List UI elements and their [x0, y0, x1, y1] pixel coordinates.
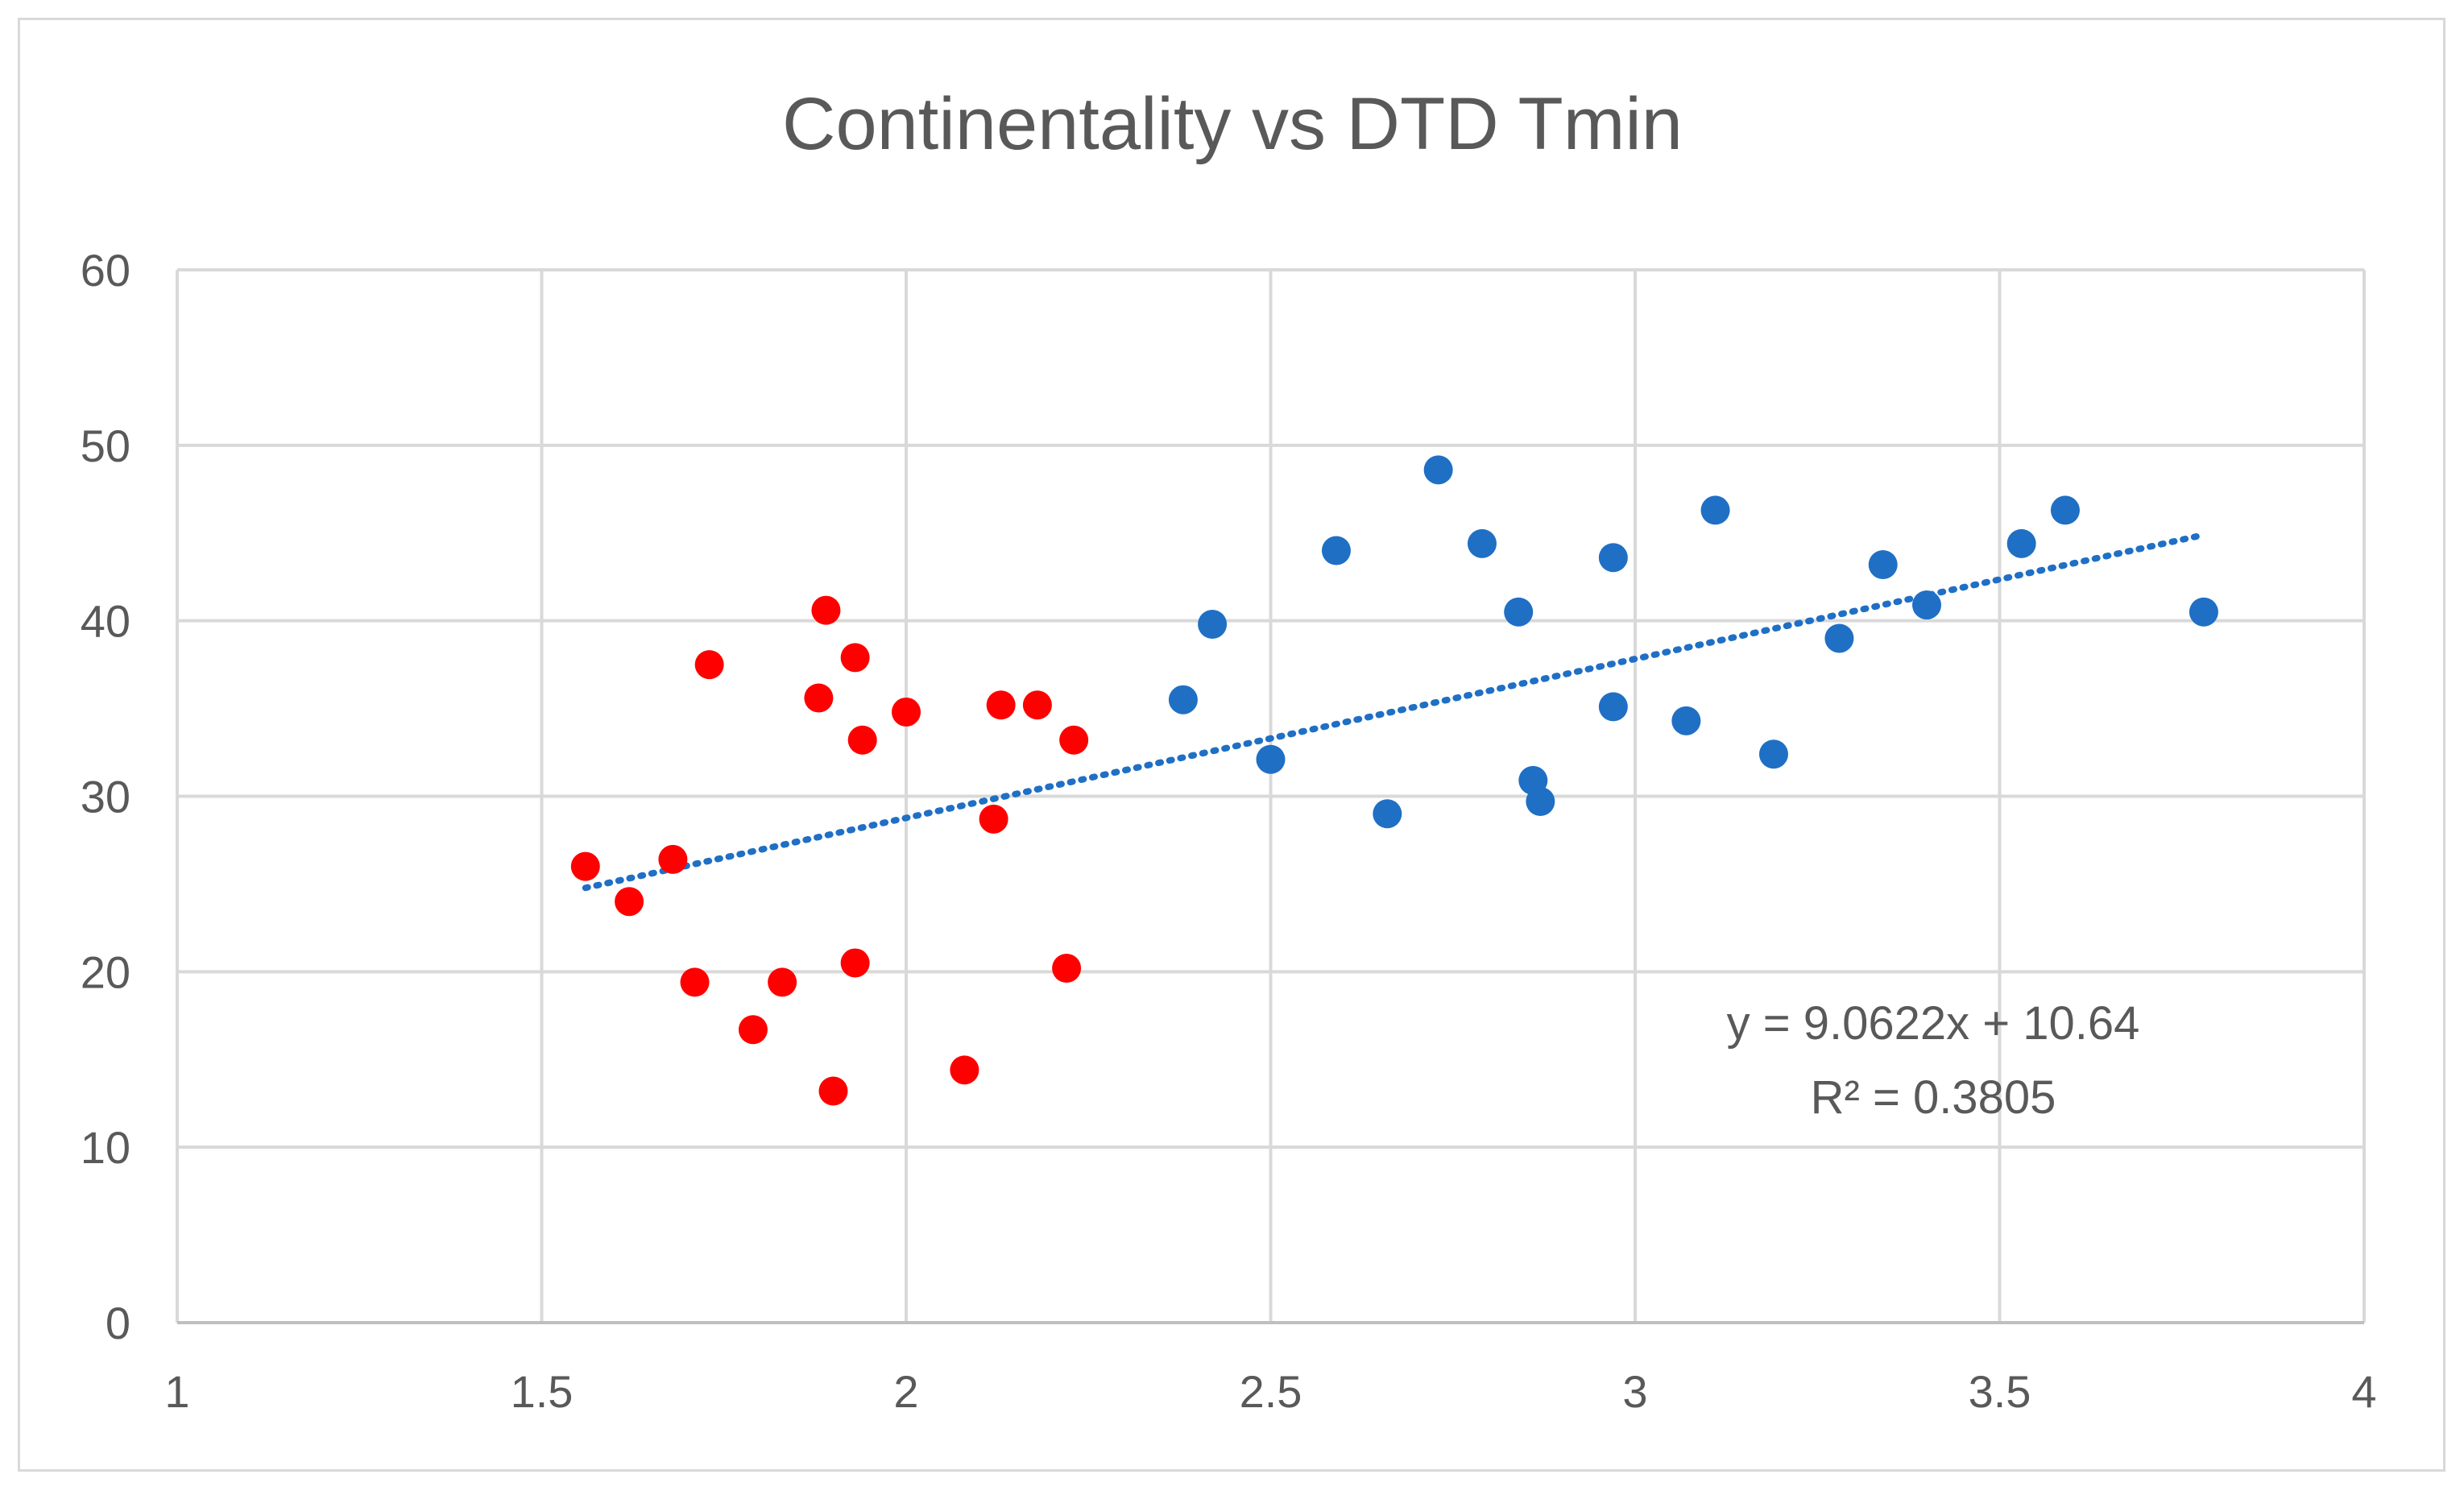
data-point [1504, 597, 1534, 627]
data-point [1321, 536, 1351, 565]
data-point [804, 683, 834, 713]
x-tick-label: 3 [1622, 1366, 1647, 1417]
y-tick-label: 50 [81, 420, 130, 471]
x-tick-label: 1 [164, 1366, 189, 1417]
y-tick-label: 60 [81, 245, 130, 296]
data-point [818, 1076, 848, 1106]
data-point [979, 804, 1008, 834]
trendline-layer [582, 532, 2207, 892]
data-point [1373, 799, 1402, 829]
data-point [840, 948, 870, 978]
y-tick-label: 30 [81, 772, 130, 822]
y-tick-label: 0 [106, 1298, 130, 1348]
data-point [950, 1055, 979, 1085]
data-point [1671, 706, 1701, 735]
data-point [1598, 692, 1628, 722]
data-point [1059, 725, 1089, 755]
chart-area [18, 18, 2445, 1472]
y-tick-label: 20 [81, 946, 130, 997]
data-point [840, 643, 870, 673]
data-point [1598, 543, 1628, 573]
x-tick-label: 2.5 [1240, 1366, 1302, 1417]
data-point [1467, 528, 1497, 558]
data-point [570, 851, 600, 881]
data-point [1168, 685, 1198, 714]
y-tick-label: 40 [81, 596, 130, 647]
x-tick-label: 4 [2351, 1366, 2376, 1417]
data-point [2006, 528, 2036, 558]
trendline [582, 532, 2207, 892]
data-point [811, 595, 841, 625]
x-tick-label: 1.5 [511, 1366, 574, 1417]
data-point [986, 690, 1016, 720]
data-point [615, 887, 644, 917]
data-point [768, 967, 797, 997]
data-point [1700, 495, 1730, 525]
data-point [892, 697, 921, 727]
tick-labels: 0 10 20 30 40 50 60 1 1.5 2 2.5 3 3.5 4 [81, 245, 2377, 1417]
x-tick-label: 2 [893, 1366, 918, 1417]
data-point [680, 967, 710, 997]
data-point [694, 650, 724, 680]
gridlines [176, 268, 2366, 1323]
data-point [1758, 739, 1788, 769]
x-tick-label: 3.5 [1969, 1366, 2031, 1417]
trendline-r-squared: R² = 0.3805 [1811, 1071, 2056, 1124]
data-point [1198, 610, 1228, 640]
data-points [570, 455, 2218, 1106]
chart-title: Continentality vs DTD Tmin [782, 83, 1683, 165]
data-point [1256, 744, 1286, 774]
data-point [1022, 690, 1052, 720]
data-point [738, 1015, 768, 1045]
data-point [1824, 623, 1854, 653]
data-point [1868, 549, 1898, 579]
data-point [658, 844, 688, 874]
y-tick-label: 10 [81, 1122, 130, 1173]
data-point [2189, 597, 2218, 627]
data-point [1912, 590, 1941, 620]
data-point [2050, 495, 2080, 525]
data-point [1423, 455, 1453, 485]
data-point [1052, 953, 1082, 983]
data-point [1526, 787, 1555, 817]
data-point [847, 725, 877, 755]
trendline-equation: y = 9.0622x + 10.64 [1727, 997, 2140, 1050]
